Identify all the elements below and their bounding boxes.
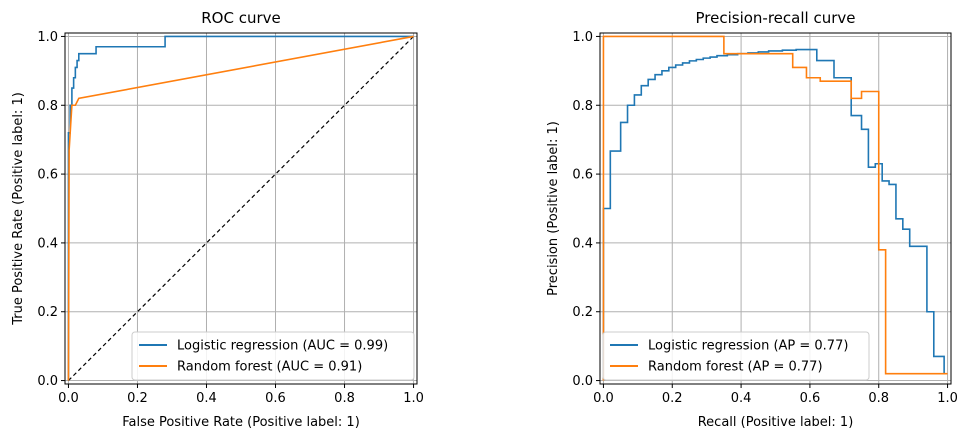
x-tick-label: 0.4: [731, 391, 752, 406]
y-tick-label: 0.6: [37, 168, 58, 183]
y-tick-label: 0.4: [572, 236, 593, 251]
y-axis-label: True Positive Rate (Positive label: 1): [11, 92, 26, 326]
y-tick-label: 0.8: [37, 99, 58, 114]
y-tick-label: 0.2: [37, 305, 58, 320]
x-tick-label: 0.6: [265, 391, 286, 406]
legend-label-1: Random forest (AUC = 0.91): [177, 360, 362, 375]
x-tick-label: 1.0: [937, 391, 958, 406]
x-tick-label: 0.2: [662, 391, 683, 406]
x-axis-label: Recall (Positive label: 1): [698, 415, 854, 430]
precision-recall-chart: 0.0 0.2 0.4 0.6 0.8 1.0 0.0 0.2 0.4 0.6 0.8 1.0 Prec…: [546, 9, 958, 430]
chance-level-line: [68, 36, 414, 381]
y-tick-label: 1.0: [37, 30, 58, 45]
x-tick-label: 0.0: [593, 391, 614, 406]
series-line-1: [602, 35, 948, 381]
x-tick-label: 0.8: [334, 391, 355, 406]
y-tick-label: 0.6: [572, 168, 593, 183]
x-tick-label: 0.6: [800, 391, 821, 406]
roc-chart: 0.0 0.2 0.4 0.6 0.8 1.0 0.0 0.2 0.4 0.6 0.8 1.0 ROC …: [11, 9, 424, 430]
legend-label-0: Logistic regression (AP = 0.77): [648, 339, 848, 354]
legend-label-0: Logistic regression (AUC = 0.99): [177, 339, 388, 354]
y-tick-label: 1.0: [572, 30, 593, 45]
legend-box: [131, 331, 415, 381]
x-tick-label: 1.0: [403, 391, 424, 406]
y-tick-label: 0.8: [572, 99, 593, 114]
x-axis-label: False Positive Rate (Positive label: 1): [122, 415, 360, 430]
x-tick-label: 0.4: [196, 391, 217, 406]
plot-frame: [64, 32, 418, 385]
legend: Logistic regression (AP = 0.77) Random fo…: [602, 331, 870, 381]
plot-frame: [599, 32, 952, 385]
legend-label-1: Random forest (AP = 0.77): [648, 360, 823, 375]
chart-title: ROC curve: [201, 9, 281, 27]
legend: Logistic regression (AUC = 0.99) Random f…: [131, 331, 415, 381]
series-line-0: [602, 48, 945, 381]
y-axis-label: Precision (Positive label: 1): [546, 121, 561, 296]
x-tick-label: 0.0: [58, 391, 79, 406]
x-tick-label: 0.2: [127, 391, 148, 406]
legend-box: [602, 331, 870, 381]
series-line-1: [67, 35, 414, 381]
series-line-0: [67, 35, 414, 381]
y-tick-label: 0.2: [572, 305, 593, 320]
y-tick-label: 0.0: [37, 374, 58, 389]
y-tick-label: 0.0: [572, 374, 593, 389]
chart-title: Precision-recall curve: [696, 9, 856, 27]
y-tick-label: 0.4: [37, 236, 58, 251]
x-tick-label: 0.8: [868, 391, 889, 406]
